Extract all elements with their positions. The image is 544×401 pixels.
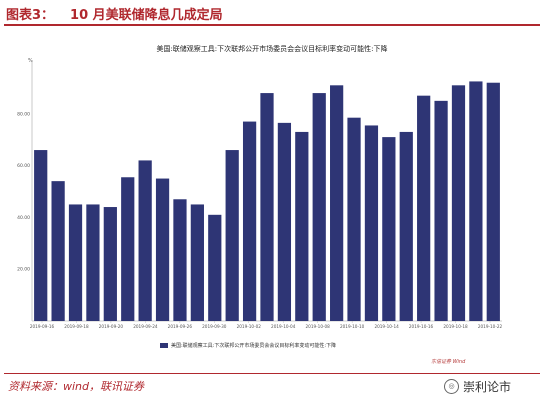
bar (208, 214, 222, 321)
bar (225, 150, 239, 321)
bar (103, 207, 117, 321)
bar (86, 204, 100, 321)
stamp: 东信证券 Wind (431, 359, 466, 365)
y-tick-label: 40.00 (17, 215, 30, 221)
bar (434, 100, 448, 321)
title-rule (4, 24, 540, 26)
bar (469, 81, 483, 321)
bar (121, 177, 135, 321)
x-tick-label: 2019-09-24 (133, 324, 158, 329)
bar (347, 117, 361, 321)
source-rule (4, 373, 540, 374)
legend: 美国:联储观察工具:下次联邦公开市场委员会会议目标利率变动可能性:下降 (160, 342, 336, 349)
bar (364, 125, 379, 321)
bar (155, 178, 170, 321)
x-tick-label: 2019-10-10 (340, 324, 365, 329)
figure-label: 图表3： (6, 8, 55, 23)
bar (138, 160, 152, 321)
bar (417, 95, 431, 321)
x-tick-label: 2019-09-18 (64, 324, 89, 329)
legend-label: 美国:联储观察工具:下次联邦公开市场委员会会议目标利率变动可能性:下降 (171, 343, 337, 349)
x-tick-label: 2019-09-16 (30, 324, 55, 329)
y-tick-label: 60.00 (17, 163, 30, 169)
bar (51, 181, 65, 321)
x-tick-label: 2019-10-16 (409, 324, 434, 329)
bar (295, 131, 309, 321)
bar (173, 199, 187, 321)
legend-swatch (160, 343, 168, 348)
x-tick-label: 2019-10-04 (271, 324, 296, 329)
chart-title: 美国:联储观察工具:下次联邦公开市场委员会会议目标利率变动可能性:下降 (156, 45, 388, 53)
bar (190, 204, 204, 321)
bar (382, 137, 396, 321)
figure-heading: 10 月美联储降息几成定局 (70, 8, 223, 23)
y-tick-label: 80.00 (17, 111, 30, 117)
figure-title: 图表3： 10 月美联储降息几成定局 (6, 4, 223, 23)
bar (260, 93, 274, 321)
bar (277, 122, 292, 322)
bar (330, 85, 344, 321)
x-tick-label: 2019-10-08 (306, 324, 331, 329)
x-tick-label: 2019-10-14 (374, 324, 399, 329)
bar (242, 121, 257, 321)
bar (312, 93, 326, 321)
y-tick-label: 20.00 (17, 267, 30, 273)
watermark: ◎ 崇利论市 (444, 378, 511, 395)
bar (399, 131, 413, 321)
source-note: 资料来源：wind，联讯证券 (8, 380, 145, 393)
watermark-text: 崇利论市 (463, 380, 512, 394)
bar (34, 150, 48, 321)
x-tick-label: 2019-10-22 (478, 324, 503, 329)
x-tick-label: 2019-09-26 (168, 324, 193, 329)
wechat-icon: ◎ (444, 379, 459, 394)
bar (68, 204, 83, 321)
x-tick-label: 2019-10-18 (443, 324, 468, 329)
bar (486, 82, 500, 321)
x-tick-label: 2019-10-02 (237, 324, 262, 329)
x-tick-label: 2019-09-30 (202, 324, 227, 329)
y-axis-unit: % (28, 58, 33, 64)
x-tick-label: 2019-09-20 (99, 324, 124, 329)
bar (451, 85, 466, 321)
